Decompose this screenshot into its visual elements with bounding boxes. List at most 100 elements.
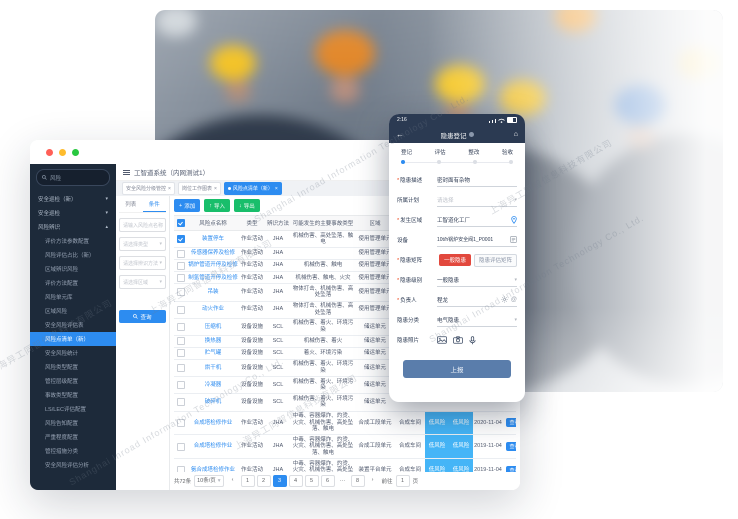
sidebar-item[interactable]: 风险辨识 ▴ <box>38 224 108 231</box>
risk-name-link[interactable]: 烘干机 <box>204 364 222 371</box>
pager-nav[interactable]: › <box>371 477 374 483</box>
pager-nav[interactable]: ‹ <box>231 477 234 483</box>
sidebar-item[interactable]: 风险评估占比（新） <box>45 253 95 259</box>
row-checkbox[interactable] <box>176 235 185 244</box>
risk-name-link[interactable]: 破碎机 <box>204 399 222 406</box>
camera-icon[interactable] <box>453 336 463 344</box>
page-button[interactable]: 8 <box>350 475 365 487</box>
filter-tab[interactable]: 条件 <box>142 200 166 212</box>
type-select[interactable]: 请选择类型 ▾ <box>119 237 166 251</box>
sidebar-item[interactable]: 安全风险统计 <box>45 351 79 357</box>
gear-icon[interactable] <box>501 296 508 303</box>
row-checkbox[interactable] <box>176 322 185 331</box>
risk-name-link[interactable]: 冷凝器 <box>204 381 222 388</box>
open-tab-tag[interactable]: 岗位工作图表 × <box>177 182 221 195</box>
location-pin-icon[interactable] <box>511 215 517 224</box>
sidebar-item[interactable]: 区域辨识风险 <box>45 267 79 273</box>
import-button[interactable]: ↑ 导入 <box>204 199 230 212</box>
pager-nav[interactable]: … <box>339 477 346 483</box>
risk-name-link[interactable]: 氨合成塔检修作业 <box>190 467 235 472</box>
page-button[interactable]: 1 <box>240 475 255 487</box>
sidebar-item[interactable]: 管控层级配置 <box>45 379 79 385</box>
sidebar-item[interactable]: 安全巡检 ▾ <box>38 210 108 217</box>
plan-select[interactable]: 请选择 ▾ <box>437 193 517 207</box>
step-label[interactable]: 整改 <box>468 150 480 156</box>
step-label[interactable]: 评估 <box>434 150 446 156</box>
hazard-description-input[interactable]: 密封面有杂物 <box>437 173 517 187</box>
row-checkbox[interactable] <box>176 466 185 472</box>
row-checkbox[interactable] <box>176 261 185 270</box>
sidebar-item[interactable]: 安全风险评估分析 <box>45 463 90 469</box>
back-arrow-icon[interactable]: ← <box>396 129 404 139</box>
close-icon[interactable]: × <box>274 185 278 192</box>
step-label[interactable]: 验收 <box>501 150 513 156</box>
sidebar-item[interactable]: 安全巡检（新） ▾ <box>38 196 108 203</box>
risk-name-link[interactable]: 传感器保养及检修 <box>190 250 235 257</box>
export-button[interactable]: ↓ 导出 <box>234 199 260 212</box>
view-button[interactable]: 查看 <box>506 466 516 472</box>
risk-name-link[interactable]: 装置停车 <box>201 235 224 242</box>
mention-at-icon[interactable]: @ <box>510 296 517 303</box>
row-checkbox[interactable] <box>176 442 185 451</box>
area-input[interactable]: 工智道化工厂 <box>437 213 517 227</box>
hazard-level-select[interactable]: 一般隐患 ▾ <box>437 273 517 287</box>
sidebar-item[interactable]: 严重程度配置 <box>45 435 79 441</box>
maximize-window-button[interactable] <box>72 148 79 156</box>
matrix-level-button[interactable]: 一般隐患 <box>438 254 471 266</box>
area-select[interactable]: 请选择区域 ▾ <box>119 275 166 289</box>
row-checkbox[interactable] <box>176 273 185 282</box>
risk-name-link[interactable]: 锅炉管道开停及检修 <box>188 262 238 269</box>
hazard-category-select[interactable]: 电气隐患 ▾ <box>437 313 517 327</box>
add-image-icon[interactable] <box>437 336 447 344</box>
view-button[interactable]: 查看 <box>506 442 516 452</box>
query-button[interactable]: 查询 <box>119 310 166 323</box>
device-input[interactable]: 10t/h锅炉安全阀1_P0001 <box>437 233 517 247</box>
sidebar-item[interactable]: 风险告知配置 <box>45 421 79 427</box>
row-checkbox[interactable] <box>176 381 185 390</box>
page-button[interactable]: 5 <box>304 475 319 487</box>
sidebar-search-input[interactable]: 风险 <box>36 169 110 186</box>
page-button[interactable]: 6 <box>320 475 335 487</box>
add-button[interactable]: + 添加 <box>174 199 201 212</box>
page-button[interactable]: 4 <box>288 475 303 487</box>
row-checkbox[interactable] <box>176 305 185 314</box>
page-button[interactable]: 3 <box>272 475 287 487</box>
row-checkbox[interactable] <box>176 418 185 427</box>
risk-name-input[interactable]: 请输入风险点名称 <box>119 218 166 232</box>
close-icon[interactable]: × <box>168 185 171 192</box>
risk-name-link[interactable]: 制氢管道开停及检修 <box>188 274 238 281</box>
method-select[interactable]: 请选择辨识方法 ▾ <box>119 256 166 270</box>
open-tab-tag[interactable]: 风险点清单（新） × <box>223 182 282 195</box>
risk-name-link[interactable]: 合成塔检修作业 <box>193 419 233 426</box>
minimize-window-button[interactable] <box>59 148 66 156</box>
step-label[interactable]: 登记 <box>401 150 413 156</box>
matrix-evaluate-button[interactable]: 隐患评估矩阵 <box>473 253 517 267</box>
sidebar-item[interactable]: 管控措施分类 <box>45 449 79 455</box>
submit-button[interactable]: 上报 <box>403 360 511 378</box>
menu-icon[interactable] <box>123 169 130 175</box>
open-tab-tag[interactable]: 安全风险分级管控 × <box>122 182 175 195</box>
row-checkbox[interactable] <box>176 249 185 258</box>
responsible-person-input[interactable]: 程龙 @ <box>437 293 517 307</box>
jump-page-input[interactable]: 1 <box>395 475 410 487</box>
sidebar-item[interactable]: 事故类型配置 <box>45 393 79 399</box>
close-icon[interactable]: × <box>213 185 217 192</box>
risk-name-link[interactable]: 动火作业 <box>201 306 224 313</box>
sidebar-item[interactable]: LS/LEC评估配置 <box>45 407 86 413</box>
risk-name-link[interactable]: 吊装 <box>207 289 219 296</box>
row-checkbox[interactable] <box>176 349 185 358</box>
select-all-checkbox[interactable] <box>176 219 185 227</box>
device-list-icon[interactable] <box>510 236 517 243</box>
risk-name-link[interactable]: 贮气罐 <box>204 350 222 357</box>
filter-tab[interactable]: 列表 <box>125 202 137 208</box>
home-icon[interactable]: ⌂ <box>513 131 518 138</box>
risk-name-link[interactable]: 换热器 <box>204 338 222 345</box>
risk-name-link[interactable]: 压缩机 <box>204 323 222 330</box>
sidebar-item[interactable]: 风险点清单（新） <box>30 332 116 346</box>
sidebar-item[interactable]: 区域风险 <box>45 309 68 315</box>
risk-name-link[interactable]: 合成塔检修作业 <box>193 443 233 450</box>
sidebar-item[interactable]: 安全风险评估表 <box>45 323 84 329</box>
sidebar-item[interactable]: 风险类型配置 <box>45 365 79 371</box>
row-checkbox[interactable] <box>176 337 185 346</box>
row-checkbox[interactable] <box>176 364 185 373</box>
